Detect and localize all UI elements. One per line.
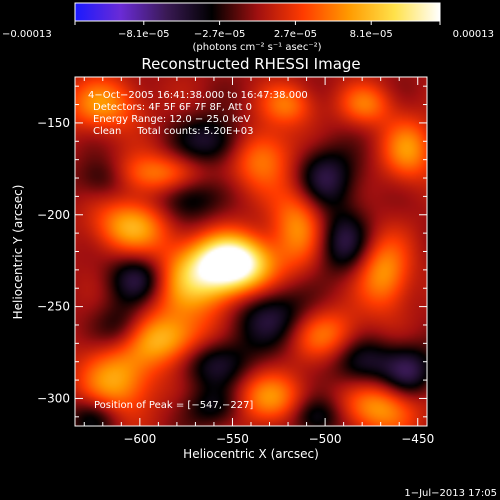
y-axis-ticks: −150 −200 −250 −300 (37, 85, 427, 418)
y-tick-label: −150 (37, 116, 70, 130)
colorbar-tick-label: 8.1e−05 (350, 29, 393, 40)
colorbar-tick-label: −0.00013 (2, 29, 52, 40)
colorbar-tick-label: 2.7e−05 (274, 29, 317, 40)
x-tick-label: −600 (123, 432, 156, 446)
y-axis-label: Heliocentric Y (arcsec) (11, 185, 25, 320)
y-tick-label: −250 (37, 300, 70, 314)
colorbar-ticks: −0.00013 −8.1e−05 −2.7e−05 2.7e−05 8.1e−05 0.… (2, 21, 494, 40)
x-tick-label: −450 (401, 432, 434, 446)
x-axis-label: Heliocentric X (arcsec) (183, 447, 319, 461)
heatmap-image (75, 77, 427, 426)
colorbar (74, 2, 441, 22)
x-tick-label: −500 (309, 432, 342, 446)
y-tick-label: −200 (37, 208, 70, 222)
annotation-clean-counts: Clean Total counts: 5.20E+03 (93, 126, 253, 137)
chart-title: Reconstructed RHESSI Image (141, 55, 360, 73)
y-tick-label: −300 (37, 391, 70, 405)
x-axis-ticks: −600 −550 −500 −450 (83, 77, 434, 446)
colorbar-tick-label: 0.00013 (453, 29, 494, 40)
colorbar-tick-label: −2.7e−05 (194, 29, 246, 40)
annotation-peak-position: Position of Peak = [−547,−227] (94, 400, 253, 411)
colorbar-tick-label: −8.1e−05 (118, 29, 170, 40)
footer-timestamp: 1−Jul−2013 17:05 (404, 488, 497, 499)
annotation-detectors: Detectors: 4F 5F 6F 7F 8F, Att 0 (93, 102, 252, 113)
annotation-time-range: 4−Oct−2005 16:41:38.000 to 16:47:38.000 (88, 90, 308, 101)
x-tick-label: −550 (216, 432, 249, 446)
annotation-energy-range: Energy Range: 12.0 − 25.0 keV (93, 114, 250, 125)
colorbar-label: (photons cm⁻² s⁻¹ asec⁻²) (192, 42, 321, 53)
